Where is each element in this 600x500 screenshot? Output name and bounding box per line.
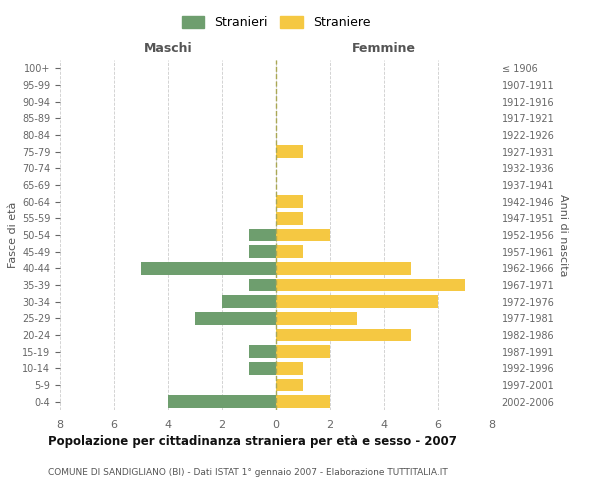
- Bar: [195, 312, 276, 324]
- Text: Femmine: Femmine: [352, 42, 416, 55]
- Bar: [276, 229, 330, 241]
- Bar: [276, 279, 465, 291]
- Bar: [276, 262, 411, 274]
- Bar: [276, 346, 330, 358]
- Bar: [276, 329, 411, 341]
- Bar: [276, 312, 357, 324]
- Text: COMUNE DI SANDIGLIANO (BI) - Dati ISTAT 1° gennaio 2007 - Elaborazione TUTTITALI: COMUNE DI SANDIGLIANO (BI) - Dati ISTAT …: [48, 468, 448, 477]
- Bar: [249, 279, 276, 291]
- Bar: [249, 346, 276, 358]
- Bar: [222, 296, 276, 308]
- Bar: [168, 396, 276, 408]
- Bar: [276, 296, 438, 308]
- Bar: [141, 262, 276, 274]
- Bar: [276, 379, 303, 391]
- Text: Maschi: Maschi: [143, 42, 193, 55]
- Y-axis label: Fasce di età: Fasce di età: [8, 202, 18, 268]
- Bar: [249, 362, 276, 374]
- Y-axis label: Anni di nascita: Anni di nascita: [559, 194, 568, 276]
- Text: Popolazione per cittadinanza straniera per età e sesso - 2007: Popolazione per cittadinanza straniera p…: [48, 435, 457, 448]
- Bar: [276, 362, 303, 374]
- Bar: [276, 246, 303, 258]
- Bar: [249, 229, 276, 241]
- Legend: Stranieri, Straniere: Stranieri, Straniere: [177, 11, 375, 34]
- Bar: [276, 396, 330, 408]
- Bar: [276, 196, 303, 208]
- Bar: [276, 212, 303, 224]
- Bar: [276, 146, 303, 158]
- Bar: [249, 246, 276, 258]
